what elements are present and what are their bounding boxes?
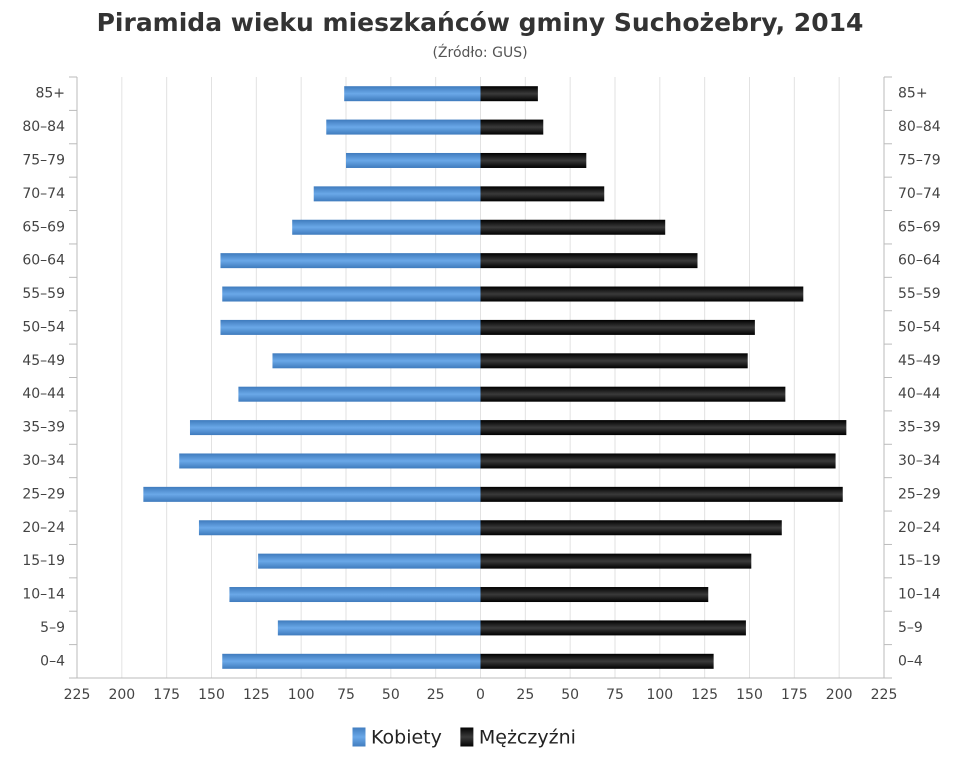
- bar: [292, 219, 481, 235]
- bar: [480, 653, 714, 669]
- x-tick-label: 50: [382, 687, 400, 703]
- bar: [480, 86, 538, 102]
- x-tick-label: 225: [64, 687, 91, 703]
- x-tick-label: 150: [198, 687, 225, 703]
- x-tick-label: 125: [691, 687, 718, 703]
- bar: [480, 353, 748, 369]
- chart-title: Piramida wieku mieszkańców gminy Suchoże…: [97, 8, 864, 37]
- x-tick-label: 100: [646, 687, 673, 703]
- bar: [313, 186, 481, 202]
- y-tick-label: 45–49: [898, 353, 941, 369]
- y-tick-label: 15–19: [898, 553, 941, 569]
- y-tick-label: 40–44: [22, 386, 65, 402]
- x-tick-label: 0: [476, 687, 485, 703]
- y-tick-label: 0–4: [898, 653, 923, 669]
- chart-subtitle: (Źródło: GUS): [432, 43, 527, 61]
- y-tick-label: 65–69: [898, 219, 941, 235]
- legend-swatch: [459, 726, 475, 748]
- bar: [480, 620, 746, 636]
- y-tick-label: 50–54: [22, 319, 65, 335]
- bar: [344, 86, 481, 102]
- y-tick-label: 60–64: [898, 253, 941, 269]
- y-tick-label: 80–84: [22, 119, 65, 135]
- x-tick-label: 50: [561, 687, 579, 703]
- bar: [222, 286, 481, 302]
- bar: [346, 152, 481, 168]
- bar: [143, 486, 481, 502]
- bar: [480, 253, 698, 269]
- y-tick-label: 25–29: [22, 486, 65, 502]
- legend-swatch: [351, 726, 367, 748]
- bar: [480, 486, 843, 502]
- bar: [480, 453, 836, 469]
- y-tick-label: 10–14: [22, 587, 65, 603]
- x-tick-label: 175: [153, 687, 180, 703]
- x-tick-label: 175: [781, 687, 808, 703]
- bar: [480, 386, 786, 402]
- bar: [480, 553, 752, 569]
- y-tick-label: 30–34: [22, 453, 65, 469]
- bar: [480, 319, 755, 335]
- bar: [480, 219, 666, 235]
- y-tick-label: 55–59: [22, 286, 65, 302]
- y-tick-label: 30–34: [898, 453, 941, 469]
- y-tick-label: 70–74: [22, 186, 65, 202]
- bar: [179, 453, 481, 469]
- bar: [189, 420, 481, 436]
- legend-label: Kobiety: [371, 727, 442, 749]
- y-tick-label: 50–54: [898, 319, 941, 335]
- bar: [480, 119, 544, 135]
- x-tick-label: 75: [606, 687, 624, 703]
- bar: [480, 587, 709, 603]
- bar: [480, 152, 587, 168]
- y-tick-label: 55–59: [898, 286, 941, 302]
- x-tick-label: 75: [337, 687, 355, 703]
- x-tick-label: 125: [243, 687, 270, 703]
- x-tick-label: 200: [108, 687, 135, 703]
- bar: [480, 520, 782, 536]
- x-tick-label: 150: [736, 687, 763, 703]
- x-tick-label: 225: [871, 687, 898, 703]
- y-tick-label: 5–9: [40, 620, 65, 636]
- y-tick-label: 60–64: [22, 253, 65, 269]
- bar: [220, 253, 481, 269]
- bar: [480, 186, 605, 202]
- x-tick-label: 25: [427, 687, 445, 703]
- legend-label: Mężczyźni: [479, 727, 576, 749]
- y-tick-label: 5–9: [898, 620, 923, 636]
- y-tick-label: 25–29: [898, 486, 941, 502]
- x-tick-label: 200: [826, 687, 853, 703]
- bar: [480, 286, 804, 302]
- bar: [480, 420, 847, 436]
- bar: [198, 520, 481, 536]
- bar: [222, 653, 481, 669]
- y-tick-label: 70–74: [898, 186, 941, 202]
- y-tick-label: 35–39: [898, 420, 941, 436]
- y-tick-label: 65–69: [22, 219, 65, 235]
- x-tick-label: 25: [516, 687, 534, 703]
- y-tick-label: 80–84: [898, 119, 941, 135]
- bar: [258, 553, 481, 569]
- y-tick-label: 15–19: [22, 553, 65, 569]
- x-tick-label: 100: [288, 687, 315, 703]
- bar: [220, 319, 481, 335]
- y-tick-label: 40–44: [898, 386, 941, 402]
- y-tick-label: 45–49: [22, 353, 65, 369]
- bar: [229, 587, 481, 603]
- y-tick-label: 75–79: [898, 152, 941, 168]
- y-tick-label: 85+: [35, 86, 65, 102]
- bar: [272, 353, 481, 369]
- bar: [326, 119, 481, 135]
- y-tick-label: 85+: [898, 86, 928, 102]
- y-tick-label: 20–24: [22, 520, 65, 536]
- bar: [277, 620, 481, 636]
- y-tick-label: 35–39: [22, 420, 65, 436]
- y-tick-label: 10–14: [898, 587, 941, 603]
- bar: [238, 386, 481, 402]
- y-tick-label: 20–24: [898, 520, 941, 536]
- y-tick-label: 0–4: [40, 653, 65, 669]
- y-tick-label: 75–79: [22, 152, 65, 168]
